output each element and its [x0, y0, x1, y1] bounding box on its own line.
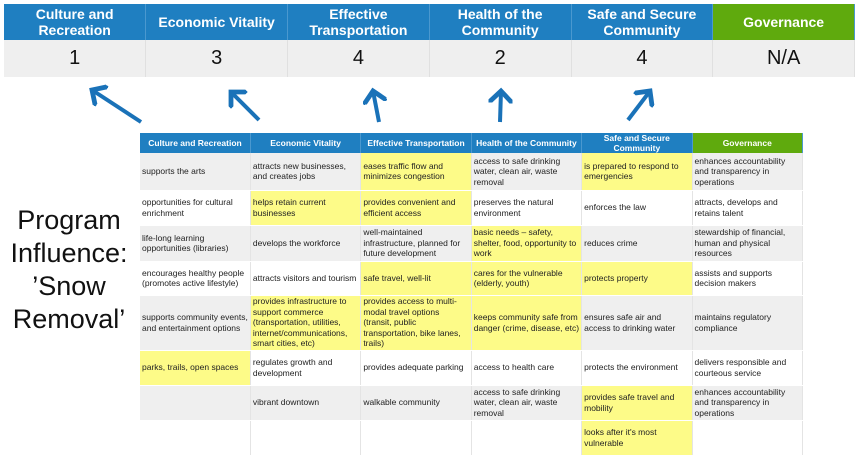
program-influence-label: Program Influence: ’Snow Removal’	[0, 204, 138, 336]
grid-cell: safe travel, well-lit	[360, 261, 472, 296]
grid-cell: is prepared to respond to emergencies	[581, 153, 693, 191]
grid-cell: enhances accountability and transparency…	[692, 385, 804, 421]
table-row: looks after it's most vulnerable	[140, 420, 804, 456]
table-row: life-long learning opportunities (librar…	[140, 225, 804, 262]
outcomes-grid: Culture and Recreation Economic Vitality E…	[140, 133, 804, 456]
grid-cell: keeps community safe from danger (crime,…	[471, 295, 583, 351]
grid-cell: attracts, develops and retains talent	[692, 190, 804, 226]
summary-score: N/A	[712, 40, 855, 77]
table-row: encourages healthy people (promotes acti…	[140, 261, 804, 296]
grid-cell: life-long learning opportunities (librar…	[140, 225, 251, 262]
summary-header: Effective Transportation	[287, 4, 430, 40]
grid-header: Governance	[692, 133, 804, 153]
program-label-line: ’Snow	[32, 271, 106, 301]
grid-cell: stewardship of financial, human and phys…	[692, 225, 804, 262]
summary-header: Governance	[712, 4, 855, 40]
grid-cell: assists and supports decision makers	[692, 261, 804, 296]
table-row: vibrant downtown walkable community access…	[140, 385, 804, 421]
grid-cell	[140, 420, 251, 456]
grid-cell: provides infrastructure to support comme…	[250, 295, 362, 351]
grid-cell: reduces crime	[581, 225, 693, 262]
grid-cell: provides access to multi-modal travel op…	[360, 295, 472, 351]
grid-cell: access to health care	[471, 350, 583, 386]
table-row: supports community events, and entertain…	[140, 295, 804, 351]
summary-score: 4	[571, 40, 714, 77]
program-label-line: Program	[17, 205, 121, 235]
table-row: supports the arts attracts new businesses…	[140, 153, 804, 191]
grid-cell: ensures safe air and access to drinking …	[581, 295, 693, 351]
grid-cell: maintains regulatory compliance	[692, 295, 804, 351]
grid-cell: enforces the law	[581, 190, 693, 226]
grid-cell: delivers responsible and courteous servi…	[692, 350, 804, 386]
grid-cell: access to safe drinking water, clean air…	[471, 153, 583, 191]
grid-cell: helps retain current businesses	[250, 190, 362, 226]
summary-score: 4	[287, 40, 430, 77]
grid-cell: supports community events, and entertain…	[140, 295, 251, 351]
program-label-line: Removal’	[12, 304, 126, 334]
summary-header: Culture and Recreation	[4, 4, 147, 40]
grid-cell: attracts visitors and tourism	[250, 261, 362, 296]
grid-cell: develops the workforce	[250, 225, 362, 262]
grid-cell: provides safe travel and mobility	[581, 385, 693, 421]
grid-header: Effective Transportation	[360, 133, 472, 153]
grid-cell: basic needs – safety, shelter, food, opp…	[471, 225, 583, 262]
program-label-line: Influence:	[10, 238, 128, 268]
summary-score: 2	[429, 40, 572, 77]
arrow-icon	[92, 90, 143, 124]
summary-score: 3	[145, 40, 288, 77]
grid-cell: opportunities for cultural enrichment	[140, 190, 251, 226]
grid-cell: encourages healthy people (promotes acti…	[140, 261, 251, 296]
arrow-icon	[626, 91, 650, 122]
grid-cell	[692, 420, 804, 456]
grid-cell	[250, 420, 362, 456]
grid-cell: access to safe drinking water, clean air…	[471, 385, 583, 421]
grid-cell: cares for the vulnerable (elderly, youth…	[471, 261, 583, 296]
grid-cell: walkable community	[360, 385, 472, 421]
grid-cell: looks after it's most vulnerable	[581, 420, 693, 456]
grid-cell: vibrant downtown	[250, 385, 362, 421]
arrow-icon	[500, 91, 501, 123]
grid-cell: eases traffic flow and minimizes congest…	[360, 153, 472, 191]
grid-cell: provides adequate parking	[360, 350, 472, 386]
grid-cell: regulates growth and development	[250, 350, 362, 386]
arrow-icon	[373, 91, 379, 123]
grid-cell: parks, trails, open spaces	[140, 350, 251, 386]
score-summary-table: Culture and Recreation Economic Vitality E…	[4, 4, 855, 77]
grid-cell: provides convenient and efficient access	[360, 190, 472, 226]
grid-header: Culture and Recreation	[140, 133, 251, 153]
grid-header: Health of the Community	[471, 133, 583, 153]
table-row: parks, trails, open spaces regulates grow…	[140, 350, 804, 386]
grid-cell: preserves the natural environment	[471, 190, 583, 226]
grid-cell	[360, 420, 472, 456]
summary-header: Health of the Community	[429, 4, 572, 40]
grid-cell: protects the environment	[581, 350, 693, 386]
grid-cell: attracts new businesses, and creates job…	[250, 153, 362, 191]
arrow-icon	[231, 92, 261, 122]
summary-header: Economic Vitality	[145, 4, 288, 40]
grid-header: Economic Vitality	[250, 133, 362, 153]
grid-cell: protects property	[581, 261, 693, 296]
grid-cell	[471, 420, 583, 456]
grid-cell: enhances accountability and transparency…	[692, 153, 804, 191]
grid-cell: well-maintained infrastructure, planned …	[360, 225, 472, 262]
grid-cell	[140, 385, 251, 421]
summary-header: Safe and Secure Community	[571, 4, 714, 40]
grid-cell: supports the arts	[140, 153, 251, 191]
summary-score: 1	[4, 40, 147, 77]
grid-header: Safe and Secure Community	[581, 133, 693, 153]
table-row: opportunities for cultural enrichment hel…	[140, 190, 804, 226]
